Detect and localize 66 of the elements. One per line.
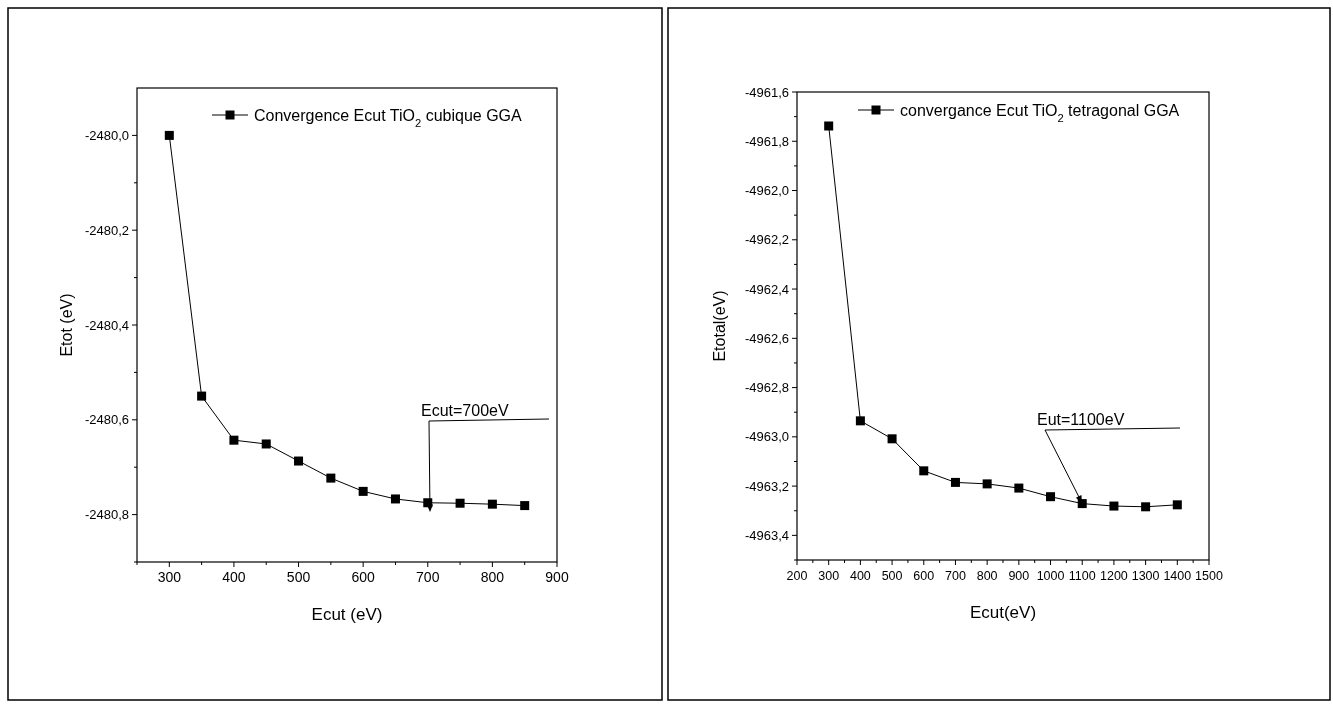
- point: [487, 499, 497, 509]
- point: [520, 501, 530, 511]
- point: [197, 391, 207, 401]
- point: [887, 434, 897, 444]
- x-axis-title: Ecut (eV): [311, 605, 383, 624]
- y-tick-label: -2480,8: [84, 507, 129, 523]
- x-tick-label: 1200: [1100, 569, 1128, 583]
- y-tick-label: -2480,2: [84, 222, 129, 238]
- y-tick-label: -4963,4: [744, 527, 789, 543]
- point: [1014, 483, 1024, 493]
- point: [1141, 502, 1151, 512]
- y-tick-label: -4962,6: [744, 330, 789, 346]
- x-tick-label: 1400: [1163, 569, 1192, 583]
- x-tick-label: 500: [286, 569, 311, 585]
- x-tick-label: 200: [786, 569, 808, 583]
- y-tick-label: -4962,0: [744, 183, 789, 199]
- point: [982, 479, 992, 489]
- point: [229, 435, 239, 445]
- y-tick-label: -2480,4: [84, 317, 129, 333]
- x-tick-label: 700: [416, 569, 440, 585]
- point: [855, 416, 865, 426]
- y-axis-title: Etotal(eV): [711, 290, 728, 362]
- x-tick-label: 500: [881, 569, 903, 583]
- x-axis-title: Ecut(eV): [969, 603, 1037, 622]
- legend-label: convergance Ecut TiO$_{2}$ tetragonal GGA: [900, 101, 1180, 124]
- x-tick-label: 1100: [1068, 569, 1096, 583]
- x-tick-label: 400: [222, 569, 246, 585]
- point: [455, 498, 465, 508]
- point: [1172, 500, 1182, 510]
- y-axis-title: Etot (eV): [58, 293, 75, 357]
- point: [824, 121, 834, 131]
- x-tick-label: 1300: [1131, 569, 1160, 583]
- x-tick-label: 300: [818, 569, 840, 583]
- point: [950, 477, 960, 487]
- point: [358, 486, 368, 496]
- legend-label: Convergence Ecut TiO$_{2}$ cubique GGA: [254, 106, 523, 129]
- x-tick-label: 1500: [1195, 569, 1223, 583]
- y-tick-label: -2480,6: [84, 412, 129, 428]
- annotation: Ecut=700eV: [421, 402, 509, 419]
- x-tick-label: 1000: [1036, 569, 1065, 583]
- x-tick-label: 400: [849, 569, 871, 583]
- x-tick-label: 600: [913, 569, 935, 583]
- y-tick-label: -4963,2: [744, 478, 789, 494]
- y-tick-label: -4962,8: [744, 380, 789, 396]
- y-tick-label: -4961,6: [744, 84, 789, 100]
- point: [390, 494, 400, 504]
- x-tick-label: 900: [1008, 569, 1030, 583]
- y-tick-label: -2480,0: [84, 127, 129, 143]
- x-tick-label: 800: [480, 569, 505, 585]
- y-tick-label: -4961,8: [744, 133, 789, 149]
- point: [164, 130, 174, 140]
- x-tick-label: 900: [545, 569, 569, 585]
- point: [1046, 492, 1056, 502]
- y-tick-label: -4962,4: [744, 281, 789, 297]
- x-tick-label: 600: [351, 569, 376, 585]
- point: [294, 456, 304, 466]
- annotation: Eut=1100eV: [1037, 411, 1125, 428]
- point: [326, 473, 336, 483]
- x-tick-label: 700: [945, 569, 966, 583]
- x-tick-label: 300: [157, 569, 182, 585]
- y-tick-label: -4963,0: [744, 429, 789, 445]
- point: [1109, 501, 1119, 511]
- point: [919, 466, 929, 476]
- y-tick-label: -4962,2: [744, 232, 789, 248]
- x-tick-label: 800: [976, 569, 998, 583]
- point: [261, 439, 271, 449]
